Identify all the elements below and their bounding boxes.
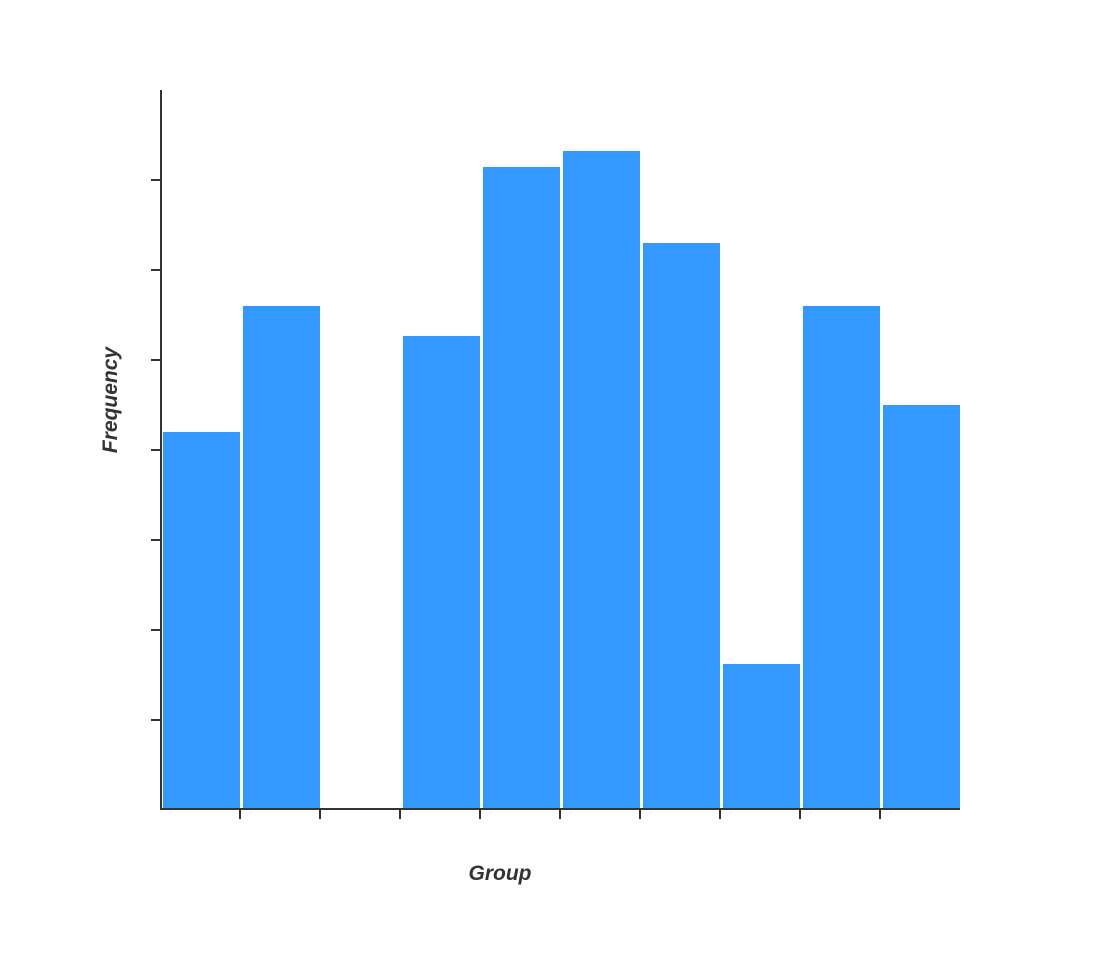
bar bbox=[483, 167, 560, 808]
bar bbox=[163, 432, 240, 808]
x-tick bbox=[799, 808, 801, 819]
bar bbox=[643, 243, 720, 808]
bar-chart: Frequency Group bbox=[0, 0, 1095, 976]
y-axis-label: Frequency bbox=[99, 347, 123, 453]
x-tick bbox=[479, 808, 481, 819]
y-tick bbox=[151, 449, 162, 451]
bar bbox=[243, 306, 320, 808]
plot-area bbox=[160, 90, 960, 810]
x-axis-label: Group bbox=[469, 862, 532, 886]
x-tick bbox=[719, 808, 721, 819]
x-tick bbox=[639, 808, 641, 819]
bar bbox=[403, 336, 480, 809]
y-tick bbox=[151, 539, 162, 541]
y-tick bbox=[151, 269, 162, 271]
bar bbox=[563, 151, 640, 808]
y-tick bbox=[151, 719, 162, 721]
y-tick bbox=[151, 629, 162, 631]
bar bbox=[883, 405, 960, 808]
x-tick bbox=[879, 808, 881, 819]
bar bbox=[723, 664, 800, 808]
x-tick bbox=[319, 808, 321, 819]
x-tick bbox=[559, 808, 561, 819]
x-tick bbox=[239, 808, 241, 819]
y-tick bbox=[151, 359, 162, 361]
y-tick bbox=[151, 179, 162, 181]
bar bbox=[803, 306, 880, 808]
x-tick bbox=[399, 808, 401, 819]
